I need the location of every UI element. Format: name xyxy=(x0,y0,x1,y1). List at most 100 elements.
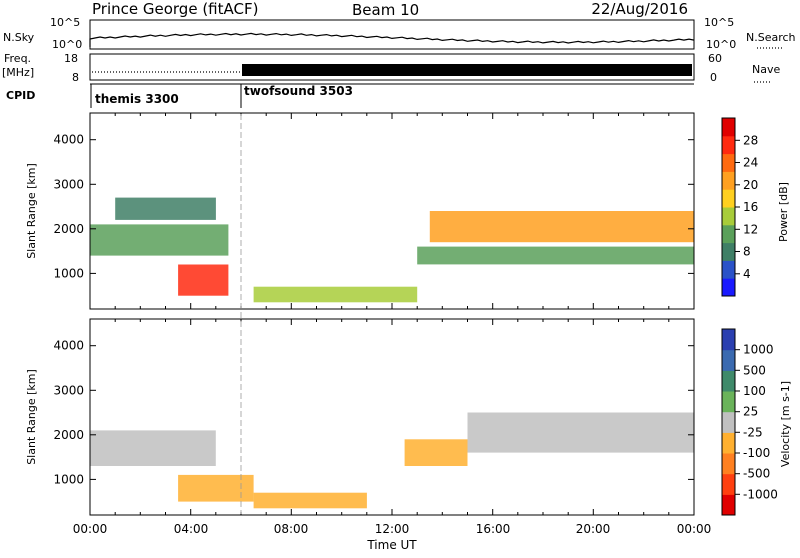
date-title: 22/Aug/2016 xyxy=(591,0,688,18)
x-tick-label-3: 12:00 xyxy=(375,522,410,536)
heatmap-region xyxy=(178,474,254,502)
colorbar-swatch xyxy=(722,432,735,454)
colorbar-tick-label: -1000 xyxy=(743,487,778,501)
heatmap-region xyxy=(404,439,468,466)
power-axes: 1000 2000 3000 4000 xyxy=(53,113,695,309)
nave-right-label: Nave xyxy=(752,63,780,76)
noise-right-tick-bottom: 10^0 xyxy=(706,38,736,51)
velocity-colorbar-ticks: -1000 -500 -100 -25 25 100 500 1000 xyxy=(735,343,778,501)
colorbar-swatch xyxy=(722,349,735,371)
colorbar-swatch xyxy=(722,153,735,172)
beam-title: Beam 10 xyxy=(352,1,419,19)
colorbar-tick-label: -500 xyxy=(743,467,770,481)
freq-left-tick-bottom: 8 xyxy=(72,71,79,84)
power-panel: 1000 2000 3000 4000 Slant Range [km] xyxy=(25,112,695,310)
velocity-colorbar-swatches xyxy=(722,329,735,516)
velocity-colorbar: -1000 -500 -100 -25 25 100 500 1000 Velocity [m… xyxy=(721,328,792,516)
velocity-axes: 1000 2000 3000 4000 xyxy=(53,319,695,515)
noise-right-label: N.Search xyxy=(746,31,796,44)
colorbar-swatch xyxy=(722,453,735,475)
colorbar-swatch xyxy=(722,171,735,190)
noise-panel: N.Sky 10^5 10^0 10^5 10^0 N.Search xyxy=(3,16,796,51)
cpid-mode-1: themis 3300 xyxy=(95,92,179,106)
colorbar-swatch xyxy=(722,118,735,137)
colorbar-tick-label: 8 xyxy=(743,245,751,259)
colorbar-tick-label: 20 xyxy=(743,178,758,192)
noise-right-tick-top: 10^5 xyxy=(704,16,734,29)
freq-left-label-2: [MHz] xyxy=(2,66,34,79)
velocity-heatmap xyxy=(90,412,694,509)
y-tick-label: 1000 xyxy=(53,266,84,280)
heatmap-region xyxy=(429,211,695,243)
power-y-axis-label: Slant Range [km] xyxy=(25,163,38,259)
cpid-mode-2: twofsound 3503 xyxy=(244,84,353,98)
colorbar-swatch xyxy=(722,391,735,413)
station-title: Prince George (fitACF) xyxy=(92,0,258,18)
colorbar-tick-label: 1000 xyxy=(743,343,774,357)
colorbar-swatch xyxy=(722,370,735,392)
colorbar-tick-label: 28 xyxy=(743,133,758,147)
x-tick-label-0: 00:00 xyxy=(73,522,108,536)
velocity-colorbar-title: Velocity [m s-1] xyxy=(779,381,792,467)
heatmap-region xyxy=(115,197,216,220)
x-tick-label-2: 08:00 xyxy=(274,522,309,536)
x-tick-label-1: 04:00 xyxy=(174,522,209,536)
y-tick-label: 4000 xyxy=(53,133,84,147)
freq-left-tick-top: 18 xyxy=(64,52,78,65)
freq-left-label-1: Freq. xyxy=(4,52,31,65)
colorbar-swatch xyxy=(722,207,735,226)
nave-bar-fill xyxy=(242,64,692,76)
heatmap-region xyxy=(467,412,694,453)
colorbar-swatch xyxy=(722,473,735,495)
colorbar-swatch xyxy=(722,242,735,261)
power-colorbar: 4 8 12 16 20 24 28 Power [dB] xyxy=(721,117,790,297)
colorbar-tick-label: 24 xyxy=(743,156,758,170)
freq-right-tick-top: 60 xyxy=(708,52,722,65)
colorbar-tick-label: -25 xyxy=(743,425,763,439)
colorbar-tick-label: 100 xyxy=(743,384,766,398)
velocity-y-axis-label: Slant Range [km] xyxy=(25,369,38,465)
power-colorbar-swatches xyxy=(722,118,735,297)
y-tick-label: 3000 xyxy=(53,383,84,397)
y-tick-label: 2000 xyxy=(53,428,84,442)
time-axis-labels: 00:00 04:00 08:00 12:00 16:00 20:00 00:0… xyxy=(73,522,712,536)
noise-sky-line xyxy=(89,32,695,47)
freq-right-tick-bottom: 0 xyxy=(710,71,717,84)
heatmap-region xyxy=(253,492,367,509)
colorbar-tick-label: 16 xyxy=(743,200,758,214)
colorbar-tick-label: 500 xyxy=(743,363,766,377)
colorbar-swatch xyxy=(722,329,735,351)
power-heatmap xyxy=(90,197,695,303)
power-colorbar-title: Power [dB] xyxy=(777,182,790,242)
noise-panel-frame xyxy=(89,19,695,50)
x-axis-label: Time UT xyxy=(366,538,417,552)
power-colorbar-ticks: 4 8 12 16 20 24 28 xyxy=(735,133,758,281)
colorbar-swatch xyxy=(722,224,735,244)
colorbar-swatch xyxy=(722,189,735,208)
heatmap-region xyxy=(90,224,229,256)
freq-panel-frame xyxy=(89,53,695,81)
cpid-label: CPID xyxy=(6,89,35,102)
velocity-panel: 1000 2000 3000 4000 Slant Range [km] xyxy=(25,318,695,516)
x-tick-label-5: 20:00 xyxy=(576,522,611,536)
noise-left-tick-top: 10^5 xyxy=(50,16,80,29)
heatmap-region xyxy=(417,246,694,265)
heatmap-region xyxy=(178,264,229,296)
colorbar-swatch xyxy=(722,135,735,155)
noise-left-tick-bottom: 10^0 xyxy=(52,38,82,51)
heatmap-region xyxy=(253,286,418,303)
colorbar-swatch xyxy=(722,278,735,297)
colorbar-tick-label: 4 xyxy=(743,267,751,281)
freq-panel: Freq. [MHz] 18 8 60 0 Nave xyxy=(2,52,780,84)
y-tick-label: 3000 xyxy=(53,177,84,191)
colorbar-tick-label: -100 xyxy=(743,446,770,460)
y-tick-label: 1000 xyxy=(53,472,84,486)
colorbar-tick-label: 12 xyxy=(743,222,758,236)
x-tick-label-4: 16:00 xyxy=(476,522,511,536)
velocity-colorbar-frame xyxy=(721,328,736,516)
x-tick-label-6: 00:00 xyxy=(677,522,712,536)
colorbar-swatch xyxy=(722,411,735,433)
y-tick-label: 2000 xyxy=(53,222,84,236)
